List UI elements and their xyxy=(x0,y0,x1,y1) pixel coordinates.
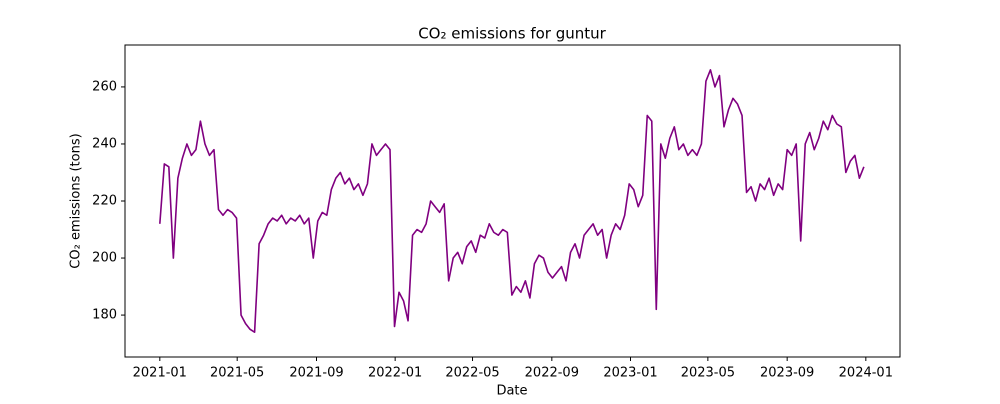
x-tick-label: 2023-09 xyxy=(760,366,814,381)
data-line xyxy=(159,69,865,333)
x-tick-label: 2023-05 xyxy=(681,366,735,381)
x-tick-label: 2022-05 xyxy=(445,366,499,381)
x-tick-label: 2021-05 xyxy=(210,366,264,381)
x-tick-label: 2022-09 xyxy=(525,366,579,381)
chart-title: CO₂ emissions for guntur xyxy=(418,25,606,43)
y-tick-label: 260 xyxy=(92,79,117,94)
x-tick-label: 2023-01 xyxy=(603,366,657,381)
x-tick-label: 2022-01 xyxy=(368,366,422,381)
x-tick-label: 2021-01 xyxy=(133,366,187,381)
x-tick-label: 2024-01 xyxy=(839,366,893,381)
y-tick-label: 180 xyxy=(92,308,117,323)
y-tick-label: 200 xyxy=(92,251,117,266)
y-tick-label: 240 xyxy=(92,136,117,151)
y-tick-label: 220 xyxy=(92,194,117,209)
y-axis-label: CO₂ emissions (tons) xyxy=(69,133,84,268)
x-tick-label: 2021-09 xyxy=(289,366,343,381)
x-axis-label: Date xyxy=(496,384,527,399)
